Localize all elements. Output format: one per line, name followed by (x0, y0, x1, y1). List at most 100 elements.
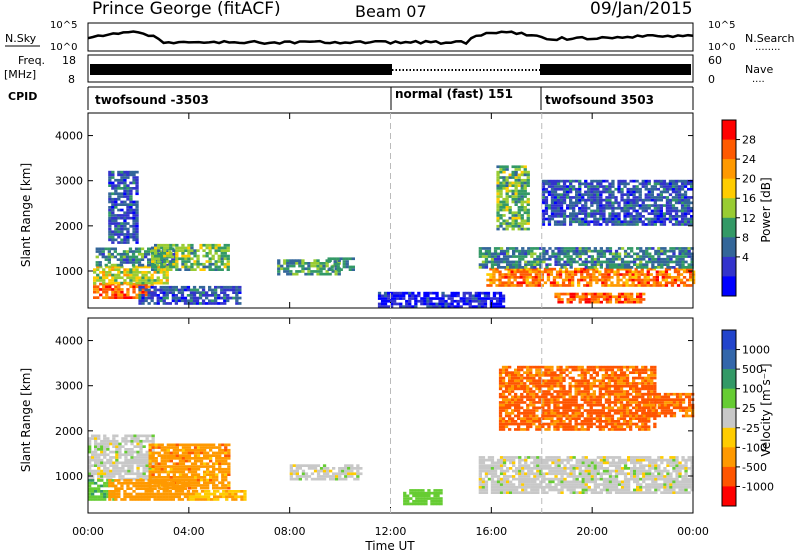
freq-band-a (90, 64, 392, 75)
freq-label-2: [MHz] (4, 68, 36, 81)
search-tick-bottom: 10^0 (708, 42, 735, 53)
colorbar-tick-label: -1000 (742, 480, 774, 493)
colorbar-swatch (722, 447, 736, 468)
nave-dots: .... (752, 74, 765, 85)
y-tick-label: 3000 (55, 175, 83, 188)
velocity-region-7 (498, 365, 657, 431)
y-tick-label: 4000 (55, 335, 83, 348)
colorbar-swatch (722, 139, 736, 160)
velocity-region-6 (478, 456, 694, 494)
power-region-11 (496, 165, 530, 231)
colorbar-tick-label: 20 (742, 173, 756, 186)
x-tick-label: 12:00 (375, 525, 407, 538)
colorbar-tick-label: -100 (742, 441, 767, 454)
velocity-colorbar-label: Velocity [m s⁻¹] (759, 363, 773, 456)
colorbar-swatch (722, 159, 736, 180)
power-region-7 (108, 170, 139, 244)
nave-tick-bottom: 0 (708, 73, 715, 86)
colorbar-swatch (722, 198, 736, 219)
cpid-label: CPID (8, 90, 37, 103)
velocity-y-ticks: 1000 2000 3000 4000 (55, 335, 693, 483)
colorbar-swatch (722, 466, 736, 487)
sky-count-trace (87, 30, 694, 46)
search-label: N.Search (745, 32, 795, 45)
colorbar-tick-label: 28 (742, 134, 756, 147)
colorbar-swatch (722, 408, 736, 429)
x-tick-labels: 00:00 04:00 08:00 12:00 16:00 20:00 00:00 (72, 525, 709, 538)
colorbar-tick-label: 8 (742, 231, 749, 244)
nave-label: Nave (745, 63, 773, 76)
cpid-segment-3: twofsound 3503 (545, 93, 654, 107)
y-tick-label: 1000 (55, 265, 83, 278)
date-label: 09/Jan/2015 (590, 0, 693, 19)
colorbar-tick-label: 100 (742, 383, 763, 396)
power-colorbar: 28 24 20 16 12 8 4 (721, 119, 756, 297)
colorbar-tick-label: 500 (742, 363, 763, 376)
power-region-10 (554, 292, 646, 304)
colorbar-swatch (722, 256, 736, 277)
velocity-heatmap (88, 365, 695, 506)
y-tick-label: 1000 (55, 470, 83, 483)
x-axis-label: Time UT (364, 539, 415, 553)
velocity-region-5 (289, 464, 363, 481)
colorbar-tick-label: 1000 (742, 344, 770, 357)
colorbar-swatch (722, 217, 736, 238)
power-region-12 (541, 179, 694, 226)
colorbar-swatch (722, 427, 736, 448)
power-colorbar-label: Power [dB] (759, 177, 773, 242)
colorbar-swatch (722, 120, 736, 141)
colorbar-tick-label: -500 (742, 461, 767, 474)
sky-search-panel: N.Sky 10^5 10^0 10^5 10^0 N.Search .....… (5, 20, 795, 53)
y-tick-label: 4000 (55, 130, 83, 143)
colorbar-tick-label: 12 (742, 212, 756, 225)
power-heatmap (93, 165, 696, 308)
velocity-region-8 (642, 392, 695, 418)
velocity-panel: Slant Range [km] 1000 2000 3000 4000 (19, 317, 695, 514)
colorbar-swatch (722, 486, 736, 507)
colorbar-tick-label: 4 (742, 251, 749, 264)
beam-label: Beam 07 (355, 2, 427, 21)
power-y-ticks: 1000 2000 3000 4000 (55, 130, 693, 278)
power-panel: Slant Range [km] 1000 2000 3000 4000 (19, 112, 696, 309)
velocity-colorbar: 1000 500 100 25 -25 -100 -500 -1000 (721, 329, 774, 507)
colorbar-tick-label: 25 (742, 402, 756, 415)
colorbar-swatch (722, 276, 736, 297)
search-dots: ........ (755, 42, 780, 53)
colorbar-swatch (722, 330, 736, 351)
power-y-label: Slant Range [km] (19, 163, 33, 267)
velocity-y-label: Slant Range [km] (19, 368, 33, 472)
colorbar-swatch (722, 369, 736, 390)
y-tick-label: 2000 (55, 425, 83, 438)
power-region-13 (377, 291, 506, 308)
colorbar-tick-label: -25 (742, 422, 760, 435)
x-tick-label: 16:00 (475, 525, 507, 538)
power-region-3 (151, 243, 230, 271)
cpid-segment-2: normal (fast) 151 (395, 87, 513, 101)
power-region-4 (138, 285, 242, 305)
x-tick-label: 00:00 (72, 525, 104, 538)
colorbar-tick-label: 24 (742, 153, 756, 166)
freq-label-1: Freq. (18, 54, 45, 67)
power-region-8 (486, 267, 696, 287)
velocity-region-4 (188, 490, 247, 501)
freq-band-b (540, 64, 691, 75)
sky-label: N.Sky (5, 32, 37, 45)
cpid-segment-1: twofsound -3503 (95, 93, 209, 107)
freq-nave-panel: Freq. [MHz] 18 8 60 0 Nave .... (4, 54, 773, 86)
power-region-9 (478, 247, 694, 269)
sky-tick-top: 10^5 (50, 20, 77, 31)
colorbar-tick-label: 16 (742, 192, 756, 205)
x-tick-label: 20:00 (576, 525, 608, 538)
plot-title: Prince George (fitACF) (92, 0, 281, 19)
velocity-region-9 (403, 489, 443, 506)
power-region-6 (327, 257, 355, 271)
freq-tick-top: 18 (62, 54, 76, 67)
x-tick-label: 00:00 (677, 525, 709, 538)
colorbar-swatch (722, 349, 736, 370)
velocity-region-3 (108, 479, 191, 501)
search-tick-top: 10^5 (708, 20, 735, 31)
x-tick-label: 04:00 (173, 525, 205, 538)
nave-tick-top: 60 (708, 54, 722, 67)
colorbar-swatch (722, 178, 736, 199)
y-tick-label: 2000 (55, 220, 83, 233)
